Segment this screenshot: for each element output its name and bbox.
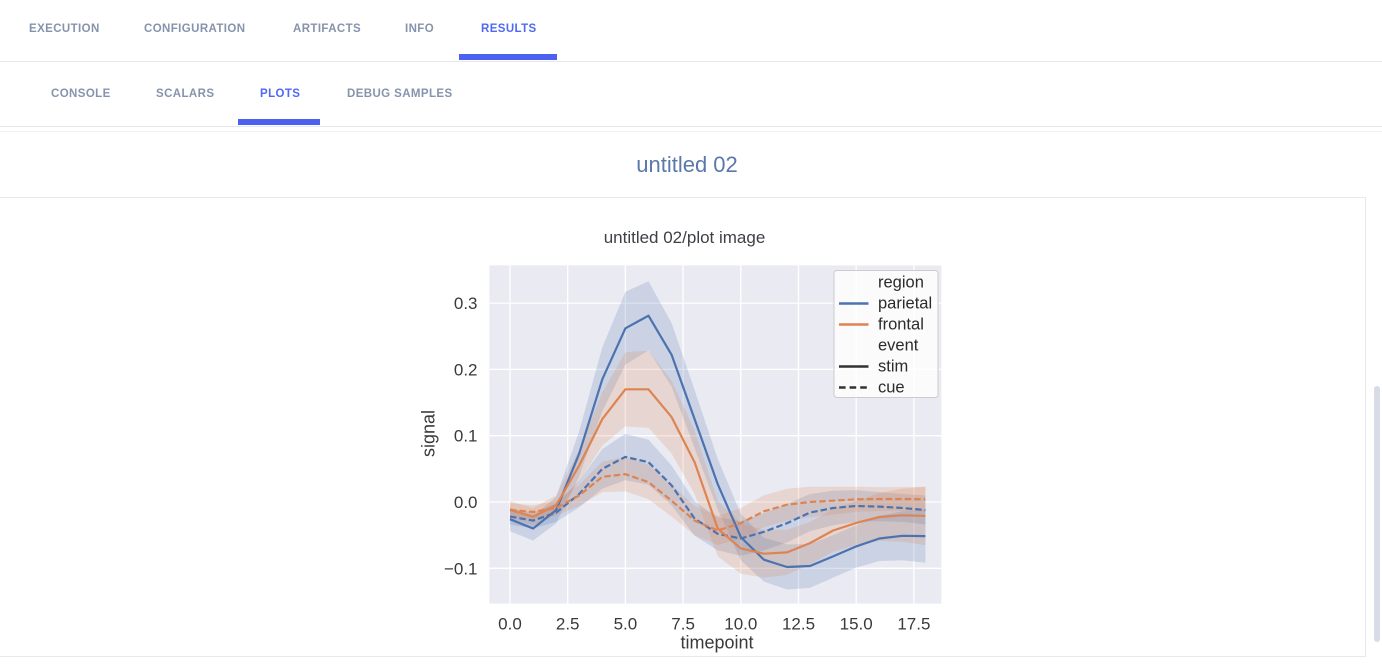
svg-text:17.5: 17.5 [897,615,930,634]
svg-text:signal: signal [419,410,439,457]
svg-text:0.1: 0.1 [454,427,478,446]
svg-text:frontal: frontal [878,316,924,334]
svg-text:region: region [878,274,924,292]
svg-text:0.0: 0.0 [454,493,478,512]
svg-text:12.5: 12.5 [782,615,815,634]
svg-text:cue: cue [878,379,905,397]
svg-text:−0.1: −0.1 [444,559,478,578]
svg-text:10.0: 10.0 [724,615,757,634]
svg-text:0.3: 0.3 [454,294,478,313]
svg-text:stim: stim [878,358,908,376]
svg-text:timepoint: timepoint [680,633,753,653]
svg-text:event: event [878,337,919,355]
svg-text:0.2: 0.2 [454,360,478,379]
svg-text:5.0: 5.0 [614,615,638,634]
svg-text:15.0: 15.0 [840,615,873,634]
svg-text:parietal: parietal [878,295,932,313]
svg-text:2.5: 2.5 [556,615,580,634]
svg-text:7.5: 7.5 [671,615,695,634]
svg-text:0.0: 0.0 [498,615,522,634]
